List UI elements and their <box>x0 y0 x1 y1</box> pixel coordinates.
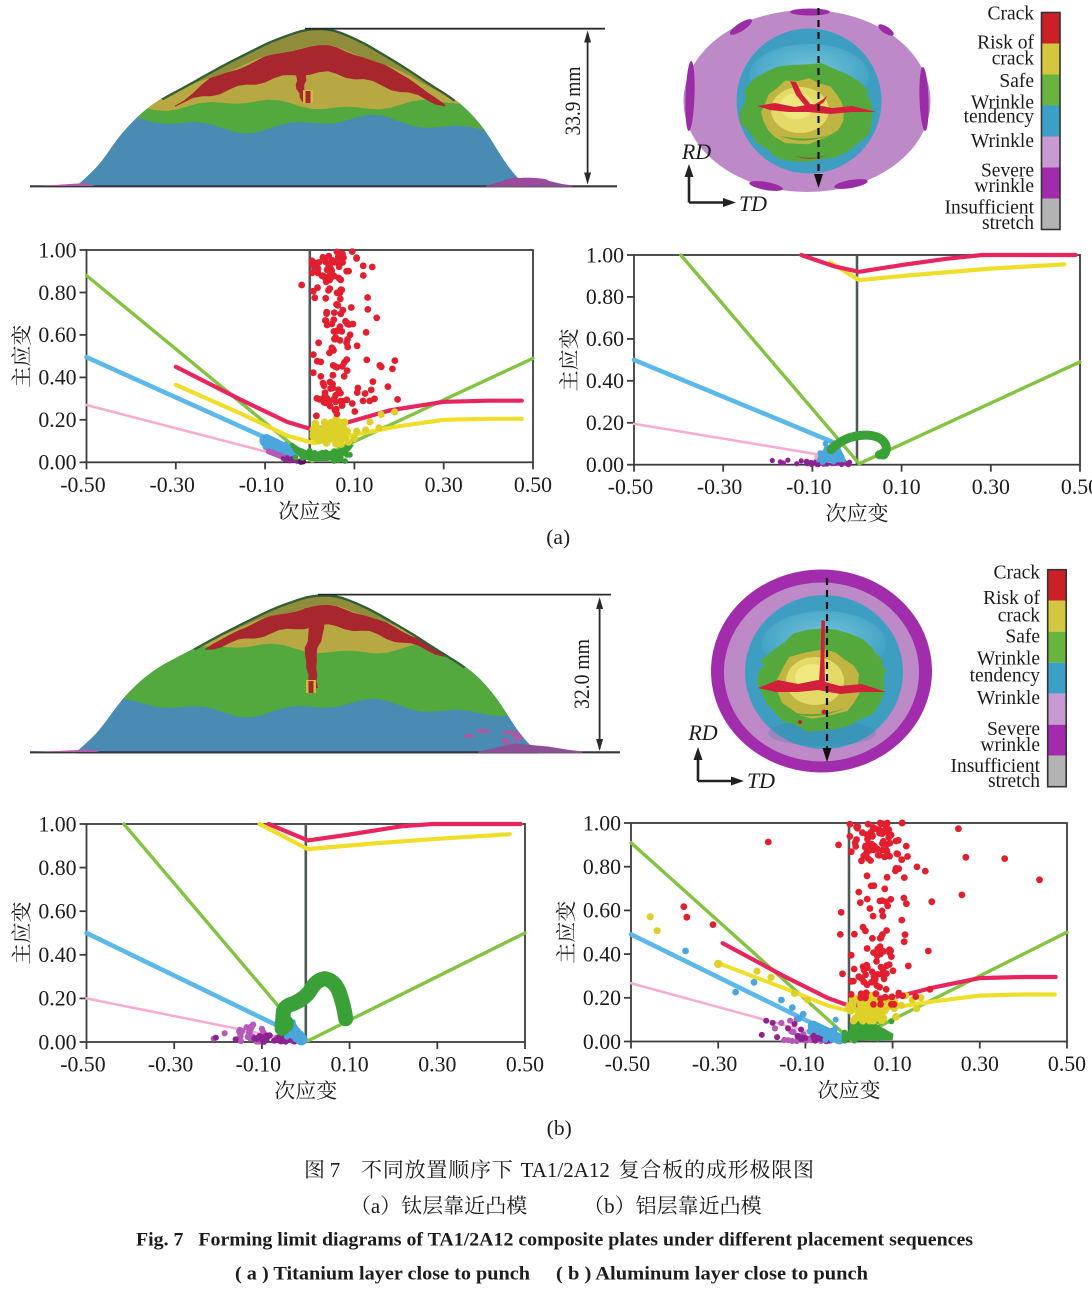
svg-text:0.10: 0.10 <box>331 1053 369 1077</box>
svg-text:0.00: 0.00 <box>586 453 624 477</box>
svg-text:-0.50: -0.50 <box>60 473 106 497</box>
svg-text:b: b <box>604 1194 615 1218</box>
svg-text:wrinkle: wrinkle <box>980 735 1040 756</box>
svg-text:-0.10: -0.10 <box>786 475 832 499</box>
svg-text:crack: crack <box>992 49 1034 70</box>
svg-text:crack: crack <box>998 605 1040 626</box>
svg-text:( a ) Titanium layer close to: ( a ) Titanium layer close to punch <box>235 1264 530 1285</box>
svg-text:32.0 mm: 32.0 mm <box>569 639 594 709</box>
svg-text:a: a <box>371 1194 381 1218</box>
svg-text:-0.10: -0.10 <box>239 473 285 497</box>
svg-text:0.80: 0.80 <box>586 285 624 309</box>
svg-text:0.50: 0.50 <box>514 473 552 497</box>
svg-text:1.00: 1.00 <box>583 811 621 835</box>
svg-text:Risk of: Risk of <box>977 33 1034 54</box>
svg-text:-0.50: -0.50 <box>608 475 654 499</box>
svg-text:0.30: 0.30 <box>972 475 1010 499</box>
svg-text:Severe: Severe <box>987 719 1040 740</box>
svg-text:Crack: Crack <box>987 4 1034 25</box>
svg-text:0.40: 0.40 <box>586 369 624 393</box>
svg-text:Fig. 7 Forming limit diagram: Fig. 7 Forming limit diagrams of TA1/2A1… <box>136 1230 973 1251</box>
svg-text:0.00: 0.00 <box>38 451 76 475</box>
svg-text:tendency: tendency <box>964 107 1035 128</box>
svg-text:0.40: 0.40 <box>583 942 621 966</box>
svg-text:0.00: 0.00 <box>583 1030 621 1054</box>
svg-text:Wrinkle: Wrinkle <box>971 131 1034 152</box>
svg-text:stretch: stretch <box>982 213 1034 234</box>
svg-text:0.20: 0.20 <box>38 408 76 432</box>
svg-text:Wrinkle: Wrinkle <box>971 92 1034 113</box>
svg-text:(b): (b) <box>547 1116 572 1140</box>
svg-text:Safe: Safe <box>999 71 1034 92</box>
svg-text:RD: RD <box>687 720 717 745</box>
svg-text:0.80: 0.80 <box>583 855 621 879</box>
svg-text:0.30: 0.30 <box>418 1053 456 1077</box>
svg-text:7: 7 <box>330 1158 341 1182</box>
svg-text:-0.30: -0.30 <box>697 475 743 499</box>
svg-text:0.30: 0.30 <box>425 473 463 497</box>
svg-text:0.20: 0.20 <box>38 987 76 1011</box>
svg-text:stretch: stretch <box>988 771 1040 792</box>
svg-text:33.9 mm: 33.9 mm <box>560 67 585 136</box>
svg-text:0.60: 0.60 <box>38 323 76 347</box>
svg-text:Insufficient: Insufficient <box>944 198 1034 219</box>
svg-text:0.40: 0.40 <box>38 943 76 967</box>
svg-text:-0.30: -0.30 <box>148 1053 194 1077</box>
svg-text:wrinkle: wrinkle <box>974 176 1034 197</box>
svg-text:0.40: 0.40 <box>38 366 76 390</box>
svg-text:0.50: 0.50 <box>1048 1052 1086 1076</box>
svg-text:-0.30: -0.30 <box>149 473 195 497</box>
svg-text:TD: TD <box>739 191 767 216</box>
svg-text:TD: TD <box>747 768 775 793</box>
svg-text:RD: RD <box>681 139 711 164</box>
svg-text:0.00: 0.00 <box>38 1030 76 1054</box>
svg-text:0.50: 0.50 <box>506 1053 544 1077</box>
svg-text:0.80: 0.80 <box>38 856 76 880</box>
svg-text:Wrinkle: Wrinkle <box>977 688 1040 709</box>
svg-text:(a): (a) <box>546 525 570 549</box>
svg-text:tendency: tendency <box>970 666 1041 687</box>
svg-text:Severe: Severe <box>981 161 1034 182</box>
svg-text:-0.30: -0.30 <box>692 1052 738 1076</box>
svg-text:0.10: 0.10 <box>874 1052 912 1076</box>
svg-text:0.30: 0.30 <box>961 1052 999 1076</box>
svg-text:0.60: 0.60 <box>586 327 624 351</box>
svg-text:-0.50: -0.50 <box>60 1053 106 1077</box>
svg-text:0.10: 0.10 <box>335 473 373 497</box>
svg-text:Safe: Safe <box>1005 626 1040 647</box>
svg-text:1.00: 1.00 <box>38 812 76 836</box>
svg-text:0.20: 0.20 <box>586 411 624 435</box>
svg-text:-0.10: -0.10 <box>779 1052 825 1076</box>
svg-text:Risk of: Risk of <box>983 588 1040 609</box>
svg-text:-0.50: -0.50 <box>605 1052 651 1076</box>
svg-text:0.60: 0.60 <box>38 900 76 924</box>
svg-text:1.00: 1.00 <box>586 243 624 267</box>
svg-text:TA1/2A12: TA1/2A12 <box>521 1158 610 1182</box>
svg-text:0.10: 0.10 <box>883 475 921 499</box>
svg-text:0.80: 0.80 <box>38 281 76 305</box>
svg-text:Insufficient: Insufficient <box>950 756 1040 777</box>
svg-text:( b ) Aluminum layer close to: ( b ) Aluminum layer close to punch <box>556 1264 868 1285</box>
svg-text:0.20: 0.20 <box>583 986 621 1010</box>
svg-text:0.60: 0.60 <box>583 899 621 923</box>
svg-text:Crack: Crack <box>993 562 1040 583</box>
svg-text:1.00: 1.00 <box>38 238 76 262</box>
svg-text:0.50: 0.50 <box>1061 475 1092 499</box>
svg-text:Wrinkle: Wrinkle <box>977 649 1040 670</box>
svg-text:-0.10: -0.10 <box>236 1053 282 1077</box>
